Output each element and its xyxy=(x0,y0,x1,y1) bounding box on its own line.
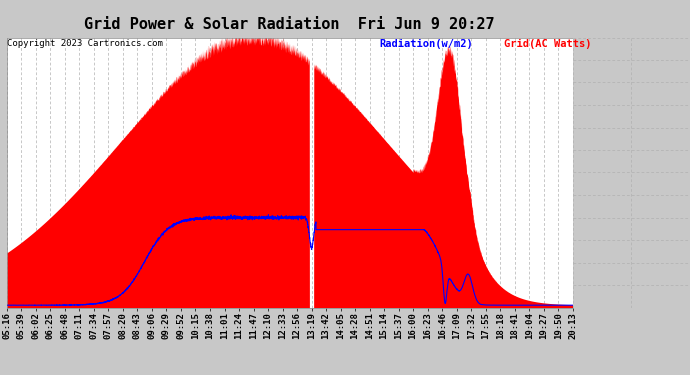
Text: Copyright 2023 Cartronics.com: Copyright 2023 Cartronics.com xyxy=(7,39,163,48)
Text: Radiation(w/m2): Radiation(w/m2) xyxy=(380,39,473,50)
Text: Grid(AC Watts): Grid(AC Watts) xyxy=(504,39,591,50)
Text: Grid Power & Solar Radiation  Fri Jun 9 20:27: Grid Power & Solar Radiation Fri Jun 9 2… xyxy=(84,17,495,32)
